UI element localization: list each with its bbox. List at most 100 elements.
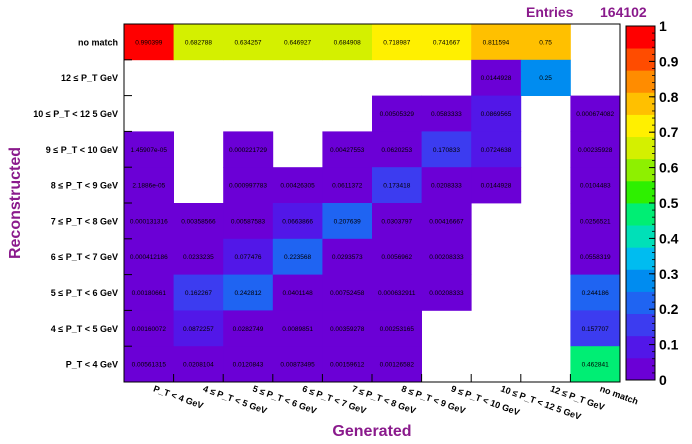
cell-value-label: 0.00180661 xyxy=(132,290,167,297)
cell-value-label: 0.00159612 xyxy=(330,362,365,369)
colorbar-band xyxy=(626,203,655,226)
colorbar-tick-label: 0.2 xyxy=(659,301,679,317)
cell-value-label: 0.0663866 xyxy=(282,218,313,225)
cell-value-label: 0.0144928 xyxy=(481,183,512,190)
cell-value-label: 0.00505329 xyxy=(380,111,415,118)
heatmap-cell xyxy=(223,346,274,383)
heatmap-cell xyxy=(124,24,174,61)
cell-value-label: 0.0293573 xyxy=(332,254,363,261)
heatmap-cell xyxy=(223,274,274,311)
cell-value-label: 0.00126582 xyxy=(380,362,415,369)
cell-value-label: 0.00358566 xyxy=(181,218,216,225)
cell-value-label: 0.0401148 xyxy=(282,290,313,297)
colorbar-band xyxy=(626,92,655,115)
heatmap-cell xyxy=(223,131,274,168)
heatmap-cell xyxy=(372,131,422,168)
cell-value-label: 0.0104483 xyxy=(580,183,611,190)
cell-value-label: 0.0611372 xyxy=(332,183,363,190)
heatmap-cell xyxy=(173,346,224,383)
cell-value-label: 0.0120843 xyxy=(233,362,264,369)
heatmap-cell xyxy=(322,167,373,204)
heatmap-cell xyxy=(173,24,224,61)
colorbar-band xyxy=(626,48,655,71)
cell-value-label: 0.00208333 xyxy=(429,290,464,297)
cell-value-label: 0.223568 xyxy=(284,254,311,261)
cell-value-label: 1.45907e-05 xyxy=(131,147,168,154)
heatmap-cell xyxy=(421,238,472,275)
heatmap-cell xyxy=(372,203,422,240)
heatmap-cell xyxy=(471,24,522,61)
heatmap-cell xyxy=(570,95,621,132)
heatmap-cell xyxy=(520,59,571,96)
heatmap-cell xyxy=(272,238,323,275)
cell-value-label: 0.242812 xyxy=(234,290,261,297)
cell-value-label: 0.0872257 xyxy=(183,326,214,333)
cell-value-label: 0.00208333 xyxy=(429,254,464,261)
cell-value-label: 0.0558319 xyxy=(580,254,611,261)
colorbar-band xyxy=(626,291,655,315)
heatmap-cell xyxy=(223,167,274,204)
cell-value-label: 0.077476 xyxy=(234,254,261,261)
heatmap-cell xyxy=(471,167,522,204)
colorbar-tick-label: 0.4 xyxy=(659,230,679,246)
cell-value-label: 0.0869565 xyxy=(481,111,512,118)
y-tick-label: 10 ≤ P_T < 12 5 GeV xyxy=(33,109,118,119)
cell-value-label: 0.173418 xyxy=(383,183,410,190)
x-tick-label: P_T < 4 GeV xyxy=(152,383,205,410)
cell-value-label: 0.0208333 xyxy=(431,183,462,190)
y-axis-title: Reconstructed xyxy=(7,147,24,259)
heatmap-cell xyxy=(272,167,323,204)
cell-value-label: 2.1886e-05 xyxy=(132,183,165,190)
heatmap-cell xyxy=(471,95,522,132)
cell-value-label: 0.000997783 xyxy=(229,183,267,190)
heatmap-cell xyxy=(471,131,522,168)
heatmap-cell xyxy=(223,238,274,275)
cell-value-label: 0.170833 xyxy=(433,147,460,154)
y-tick-label: 7 ≤ P_T < 8 GeV xyxy=(51,216,118,226)
heatmap-cell xyxy=(471,59,522,96)
colorbar-band xyxy=(626,357,655,381)
cell-value-label: 0.0303797 xyxy=(381,218,412,225)
colorbar-band xyxy=(626,247,655,270)
heatmap-cell xyxy=(520,24,571,61)
cell-value-label: 0.000221729 xyxy=(229,147,267,154)
cell-value-label: 0.0282749 xyxy=(233,326,264,333)
colorbar-tick-label: 0.7 xyxy=(659,124,679,140)
colorbar-tick-label: 0.3 xyxy=(659,266,679,282)
heatmap-cell xyxy=(124,131,174,168)
cell-value-label: 0.646927 xyxy=(284,39,311,46)
colorbar-band xyxy=(626,26,655,49)
heatmap-cell xyxy=(322,24,373,61)
heatmap-cell xyxy=(372,238,422,275)
colorbar-tick-label: 1 xyxy=(659,18,667,34)
heatmap-cell xyxy=(124,167,174,204)
heatmap-cell xyxy=(124,203,174,240)
cell-value-label: 0.00253165 xyxy=(380,326,415,333)
heatmap-cell xyxy=(272,346,323,383)
cell-value-label: 0.990399 xyxy=(135,39,162,46)
cell-value-label: 0.462841 xyxy=(582,362,609,369)
heatmap-cell xyxy=(570,310,621,347)
heatmap-cell xyxy=(372,24,422,61)
heatmap-cell xyxy=(570,131,621,168)
cell-value-label: 0.00416667 xyxy=(429,218,464,225)
cell-value-label: 0.0056962 xyxy=(381,254,412,261)
y-tick-label: P_T < 4 GeV xyxy=(66,360,118,370)
heatmap-cell xyxy=(372,310,422,347)
cell-value-label: 0.162267 xyxy=(185,290,212,297)
heatmap-cell xyxy=(570,203,621,240)
heatmap-cell xyxy=(124,310,174,347)
y-tick-label: 12 ≤ P_T GeV xyxy=(61,73,118,83)
heatmap-cell xyxy=(372,274,422,311)
heatmap-cell xyxy=(570,346,621,383)
heatmap-cell xyxy=(223,24,274,61)
heatmap-cell xyxy=(272,203,323,240)
cell-value-label: 0.0089851 xyxy=(282,326,313,333)
cell-value-label: 0.75 xyxy=(539,39,552,46)
heatmap-cell xyxy=(322,203,373,240)
cell-value-label: 0.0583333 xyxy=(431,111,462,118)
cell-value-label: 0.0233235 xyxy=(183,254,214,261)
cell-value-label: 0.00426305 xyxy=(280,183,315,190)
colorbar-band xyxy=(626,225,655,248)
